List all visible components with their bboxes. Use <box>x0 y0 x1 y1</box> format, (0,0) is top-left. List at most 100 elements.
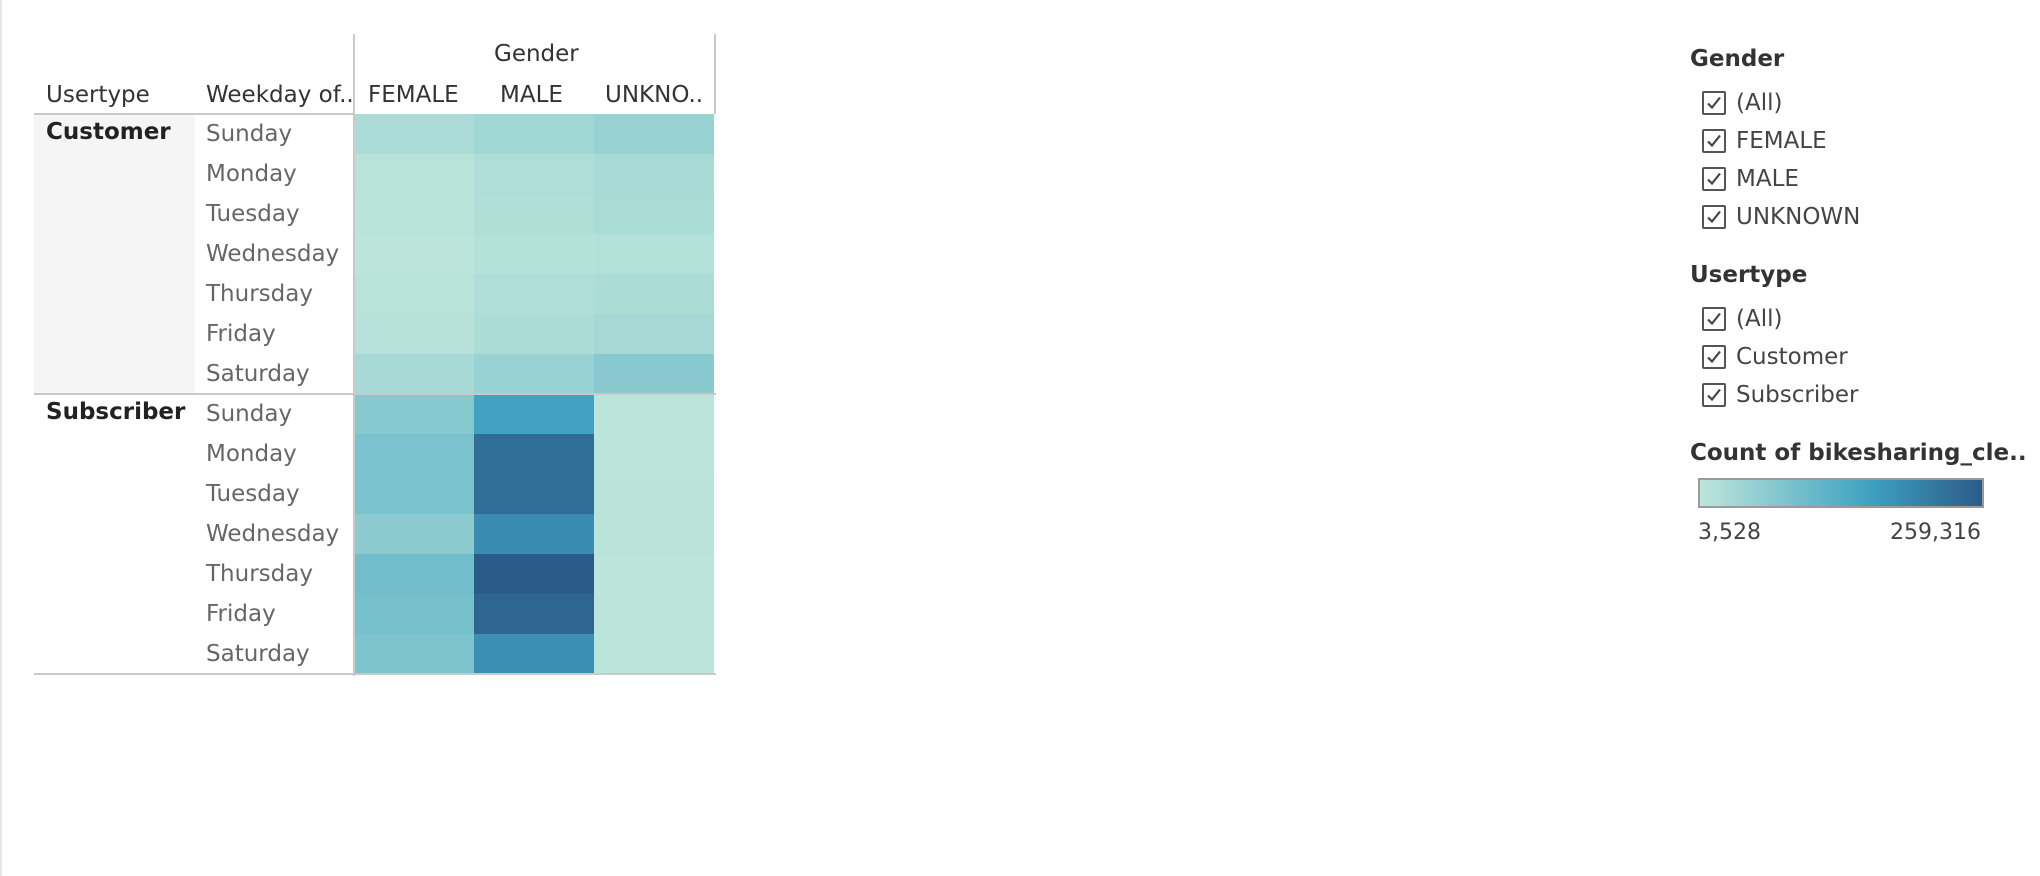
color-legend-max: 259,316 <box>1890 520 1981 545</box>
day-label-subscriber-sunday[interactable]: Sunday <box>206 401 293 427</box>
heat-cell-customer-thursday-female[interactable] <box>354 274 474 314</box>
gender-filter-female-label: FEMALE <box>1736 128 1827 154</box>
heat-cell-subscriber-friday-male[interactable] <box>474 594 594 634</box>
heat-cell-customer-wednesday-female[interactable] <box>354 234 474 274</box>
checkbox-checked-icon[interactable] <box>1702 91 1726 115</box>
checkbox-checked-icon[interactable] <box>1702 307 1726 331</box>
day-label-subscriber-tuesday[interactable]: Tuesday <box>206 481 300 507</box>
heat-cell-subscriber-sunday-unknown[interactable] <box>594 394 714 434</box>
gender-filter-all-label: (All) <box>1736 90 1783 116</box>
usertype-filter-all-label: (All) <box>1736 306 1783 332</box>
heat-cell-customer-tuesday-female[interactable] <box>354 194 474 234</box>
heat-cell-customer-monday-unknown[interactable] <box>594 154 714 194</box>
checkbox-checked-icon[interactable] <box>1702 205 1726 229</box>
checkbox-checked-icon[interactable] <box>1702 167 1726 191</box>
heat-cell-subscriber-friday-unknown[interactable] <box>594 594 714 634</box>
gender-filter-all[interactable]: (All) <box>1702 87 1782 119</box>
heat-cell-subscriber-monday-unknown[interactable] <box>594 434 714 474</box>
heat-cell-subscriber-wednesday-female[interactable] <box>354 514 474 554</box>
heat-cell-customer-saturday-male[interactable] <box>474 354 594 394</box>
header-female[interactable]: FEMALE <box>368 82 459 108</box>
heat-cell-customer-friday-female[interactable] <box>354 314 474 354</box>
row-group-customer[interactable]: Customer <box>46 119 171 145</box>
heat-cell-subscriber-monday-male[interactable] <box>474 434 594 474</box>
color-legend-min: 3,528 <box>1698 520 1761 545</box>
customer-row-band <box>34 114 195 393</box>
usertype-filter-subscriber-label: Subscriber <box>1736 382 1859 408</box>
heat-cell-customer-thursday-unknown[interactable] <box>594 274 714 314</box>
heat-cell-subscriber-sunday-female[interactable] <box>354 394 474 434</box>
heat-cell-customer-sunday-male[interactable] <box>474 114 594 154</box>
heat-cell-customer-tuesday-unknown[interactable] <box>594 194 714 234</box>
header-usertype[interactable]: Usertype <box>46 82 150 108</box>
day-label-customer-wednesday[interactable]: Wednesday <box>206 241 340 267</box>
gender-filter-female[interactable]: FEMALE <box>1702 125 1827 157</box>
usertype-filter-title: Usertype <box>1690 262 1808 288</box>
heat-cell-customer-sunday-unknown[interactable] <box>594 114 714 154</box>
day-label-customer-thursday[interactable]: Thursday <box>206 281 313 307</box>
subscriber-row-band <box>34 395 195 674</box>
divider-table-bottom <box>34 673 716 675</box>
checkbox-checked-icon[interactable] <box>1702 345 1726 369</box>
checkbox-checked-icon[interactable] <box>1702 383 1726 407</box>
heat-cell-customer-sunday-female[interactable] <box>354 114 474 154</box>
heat-cell-customer-friday-male[interactable] <box>474 314 594 354</box>
day-label-customer-monday[interactable]: Monday <box>206 161 297 187</box>
row-group-subscriber[interactable]: Subscriber <box>46 399 186 425</box>
gender-filter-male[interactable]: MALE <box>1702 163 1799 195</box>
heat-cell-subscriber-friday-female[interactable] <box>354 594 474 634</box>
gender-filter-male-label: MALE <box>1736 166 1799 192</box>
divider-header-right <box>714 34 716 114</box>
day-label-customer-saturday[interactable]: Saturday <box>206 361 310 387</box>
usertype-filter-customer-label: Customer <box>1736 344 1848 370</box>
heat-cell-customer-saturday-unknown[interactable] <box>594 354 714 394</box>
heat-cell-subscriber-thursday-unknown[interactable] <box>594 554 714 594</box>
divider-header-bottom <box>34 113 354 115</box>
heat-cell-customer-monday-male[interactable] <box>474 154 594 194</box>
day-label-subscriber-saturday[interactable]: Saturday <box>206 641 310 667</box>
heat-cell-subscriber-tuesday-unknown[interactable] <box>594 474 714 514</box>
heat-cell-customer-wednesday-male[interactable] <box>474 234 594 274</box>
divider-row-groups <box>34 393 716 395</box>
day-label-customer-sunday[interactable]: Sunday <box>206 121 293 147</box>
checkbox-checked-icon[interactable] <box>1702 129 1726 153</box>
usertype-filter-subscriber[interactable]: Subscriber <box>1702 379 1858 411</box>
heat-cell-customer-friday-unknown[interactable] <box>594 314 714 354</box>
heat-cell-subscriber-saturday-female[interactable] <box>354 634 474 674</box>
day-label-subscriber-thursday[interactable]: Thursday <box>206 561 313 587</box>
heat-cell-subscriber-monday-female[interactable] <box>354 434 474 474</box>
color-ramp[interactable] <box>1698 478 1984 508</box>
heat-cell-subscriber-saturday-male[interactable] <box>474 634 594 674</box>
heat-cell-subscriber-wednesday-unknown[interactable] <box>594 514 714 554</box>
heat-cell-subscriber-wednesday-male[interactable] <box>474 514 594 554</box>
gender-filter-unknown[interactable]: UNKNOWN <box>1702 201 1860 233</box>
heatmap-crosstab: Gender Usertype Weekday of.. FEMALE MALE… <box>34 34 716 676</box>
column-dimension-header[interactable]: Gender <box>494 41 579 67</box>
header-male[interactable]: MALE <box>500 82 563 108</box>
day-label-subscriber-friday[interactable]: Friday <box>206 601 276 627</box>
day-label-subscriber-wednesday[interactable]: Wednesday <box>206 521 340 547</box>
usertype-filter-all[interactable]: (All) <box>1702 303 1782 335</box>
heat-cell-subscriber-sunday-male[interactable] <box>474 394 594 434</box>
gender-filter-title: Gender <box>1690 46 1785 72</box>
color-legend-title: Count of bikesharing_cle.. <box>1690 440 2027 466</box>
heat-cell-customer-wednesday-unknown[interactable] <box>594 234 714 274</box>
day-label-subscriber-monday[interactable]: Monday <box>206 441 297 467</box>
heat-cell-subscriber-thursday-male[interactable] <box>474 554 594 594</box>
heat-cell-customer-monday-female[interactable] <box>354 154 474 194</box>
day-label-customer-friday[interactable]: Friday <box>206 321 276 347</box>
heat-cell-subscriber-tuesday-male[interactable] <box>474 474 594 514</box>
heat-cell-customer-thursday-male[interactable] <box>474 274 594 314</box>
heat-cell-subscriber-tuesday-female[interactable] <box>354 474 474 514</box>
usertype-filter-customer[interactable]: Customer <box>1702 341 1848 373</box>
heat-cell-customer-tuesday-male[interactable] <box>474 194 594 234</box>
heat-cell-subscriber-saturday-unknown[interactable] <box>594 634 714 674</box>
heat-cells <box>354 114 714 674</box>
heat-cell-customer-saturday-female[interactable] <box>354 354 474 394</box>
header-unknown[interactable]: UNKNO.. <box>605 82 704 108</box>
gender-filter-unknown-label: UNKNOWN <box>1736 204 1861 230</box>
header-weekday[interactable]: Weekday of.. <box>206 82 354 108</box>
heat-cell-subscriber-thursday-female[interactable] <box>354 554 474 594</box>
day-label-customer-tuesday[interactable]: Tuesday <box>206 201 300 227</box>
